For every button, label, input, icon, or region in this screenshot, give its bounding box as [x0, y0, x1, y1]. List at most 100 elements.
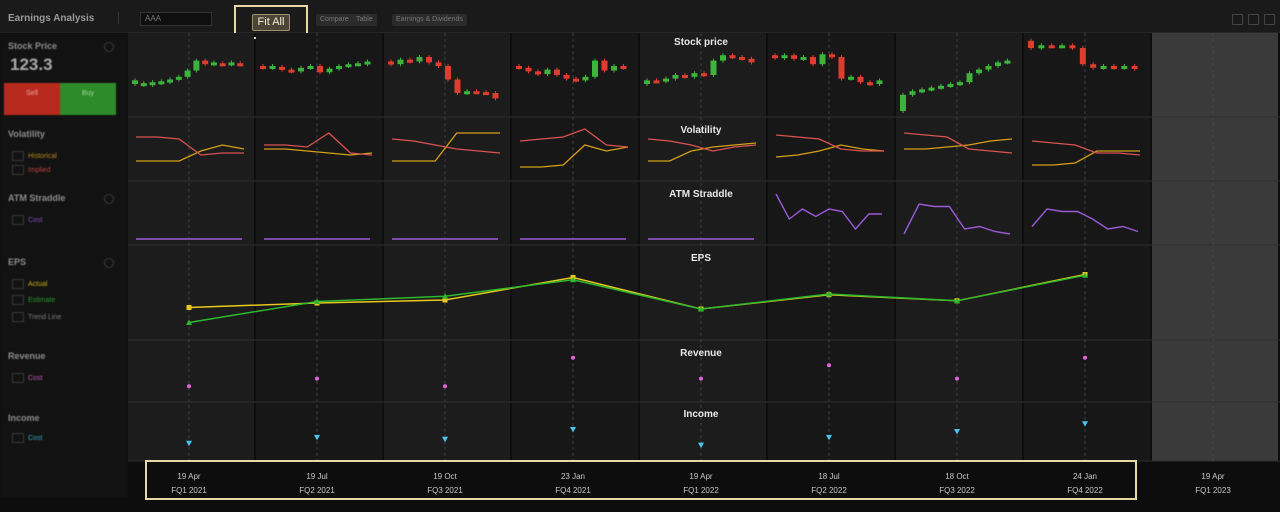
- candle: [876, 80, 883, 84]
- panel-title: EPS: [691, 253, 711, 264]
- period-column: [1152, 33, 1278, 461]
- legend-label: Cost: [28, 434, 43, 442]
- period-column: [128, 33, 254, 461]
- sidebar: Stock Price 123.3 Sell Buy Volatility Hi…: [0, 33, 128, 498]
- candle: [701, 73, 707, 77]
- collapse-icon[interactable]: [104, 42, 114, 52]
- candle: [900, 94, 906, 111]
- buy-button[interactable]: Buy: [60, 83, 116, 115]
- candle: [1038, 45, 1045, 49]
- income-point: [570, 427, 576, 433]
- period-date: 19 Jul: [306, 472, 328, 481]
- period-date: 18 Jul: [818, 472, 840, 481]
- collapse-icon[interactable]: [104, 258, 114, 268]
- revenue-point: [571, 355, 575, 360]
- straddle-line: [1031, 208, 1139, 233]
- candle: [237, 63, 244, 67]
- candle: [976, 69, 982, 74]
- candle: [364, 61, 371, 65]
- earnings-chart[interactable]: Stock price Volatility ATM Straddle EPS Reve…: [128, 33, 1280, 500]
- candle: [611, 66, 617, 71]
- legend-revenue-cost[interactable]: Cost: [12, 373, 42, 383]
- legend-swatch: [12, 215, 24, 225]
- candle: [158, 81, 165, 85]
- candle: [132, 80, 138, 84]
- legend-actual[interactable]: Actual: [12, 279, 47, 289]
- legend-implied[interactable]: Implied: [12, 165, 51, 175]
- close-icon[interactable]: [1264, 14, 1275, 25]
- stock-price-title: Stock Price: [8, 41, 58, 51]
- legend-trend-line[interactable]: Trend Line: [12, 312, 61, 322]
- collapse-icon[interactable]: [104, 194, 114, 204]
- candle: [644, 80, 650, 84]
- candle: [791, 55, 797, 59]
- eps-point: [186, 305, 192, 310]
- legend-swatch: [12, 433, 24, 443]
- dates-highlight: [145, 460, 1137, 500]
- candle: [1069, 45, 1076, 49]
- candle: [184, 70, 191, 77]
- eps-point: [826, 291, 832, 297]
- candle: [748, 58, 755, 63]
- straddle-line: [903, 203, 1011, 235]
- earnings-dividends-dropdown[interactable]: Earnings & Dividends: [392, 14, 467, 26]
- period-date: 23 Jan: [561, 472, 585, 481]
- maximize-icon[interactable]: [1248, 14, 1259, 25]
- volatility-title: Volatility: [8, 129, 45, 139]
- candle: [1110, 66, 1117, 69]
- period-date: 19 Apr: [689, 472, 712, 481]
- candle: [729, 55, 736, 59]
- volatility-line: [647, 138, 757, 152]
- legend-income-cost[interactable]: Cost: [12, 433, 42, 443]
- candle: [307, 66, 314, 69]
- revenue-point: [955, 376, 959, 381]
- sell-button[interactable]: Sell: [4, 83, 60, 115]
- candle: [1090, 64, 1097, 68]
- candle: [435, 62, 442, 66]
- legend-label: Cost: [28, 374, 43, 382]
- volatility-line: [519, 128, 629, 148]
- panel-title: Income: [683, 409, 718, 420]
- legend-straddle-cost[interactable]: Cost: [12, 215, 42, 225]
- volatility-line: [520, 144, 629, 168]
- candle: [525, 67, 532, 72]
- candle: [388, 61, 394, 65]
- panel-title: ATM Straddle: [669, 189, 733, 200]
- settings-icon[interactable]: [1232, 14, 1243, 25]
- revenue-point: [315, 376, 319, 381]
- candle: [175, 76, 182, 80]
- candle: [492, 93, 499, 99]
- candle: [397, 59, 404, 65]
- candle: [149, 82, 156, 86]
- compare-button[interactable]: Compare: [316, 14, 353, 26]
- candle: [1100, 66, 1107, 69]
- toolbar-divider: [118, 12, 119, 24]
- candle: [1028, 40, 1034, 48]
- candle: [563, 75, 570, 79]
- ticker-input[interactable]: AAA: [140, 12, 212, 26]
- table-button[interactable]: Table: [352, 14, 377, 26]
- candle: [582, 76, 589, 81]
- legend-label: Cost: [28, 216, 43, 224]
- candle: [407, 59, 413, 63]
- period-date: 19 Apr: [177, 472, 200, 481]
- income-point: [442, 436, 448, 443]
- eps-point: [186, 319, 192, 325]
- candle: [810, 57, 816, 65]
- candle: [573, 78, 579, 82]
- fit-all-button[interactable]: Fit All: [252, 14, 290, 31]
- period-column: [384, 33, 510, 461]
- period-quarter: FQ3 2021: [427, 486, 463, 495]
- candle: [454, 79, 461, 93]
- legend-historical[interactable]: Historical: [12, 151, 57, 161]
- candle: [326, 68, 333, 73]
- candle: [966, 73, 973, 83]
- period-quarter: FQ2 2021: [299, 486, 335, 495]
- candle: [653, 80, 660, 84]
- candle: [1059, 45, 1066, 49]
- volatility-line: [775, 144, 885, 158]
- legend-label: Actual: [28, 280, 48, 288]
- candle: [483, 92, 489, 96]
- candle: [317, 66, 323, 73]
- legend-estimate[interactable]: Estimate: [12, 295, 55, 305]
